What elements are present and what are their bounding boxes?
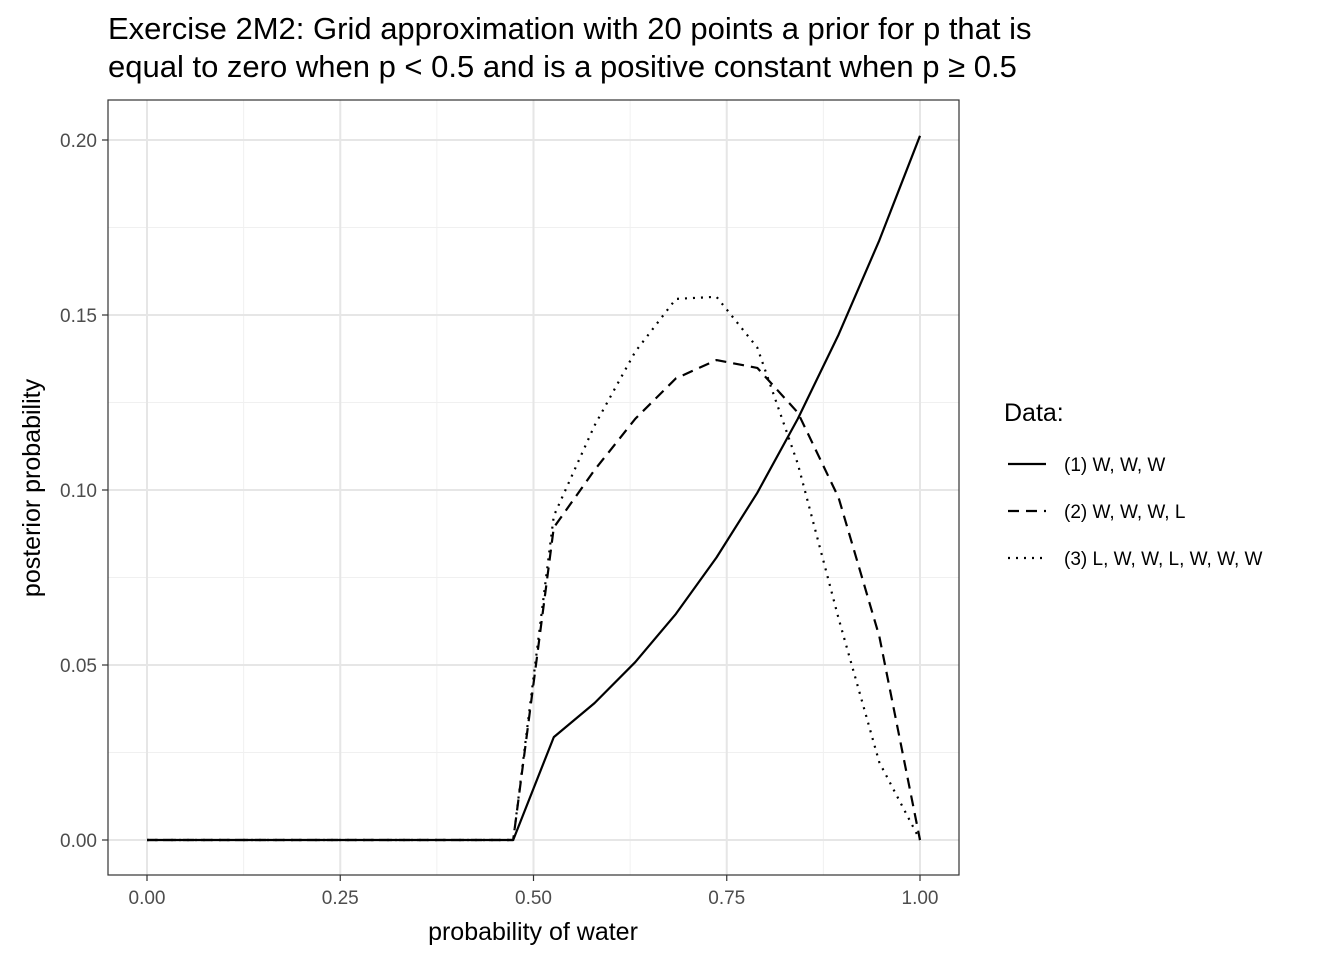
y-axis: 0.00 0.05 0.10 0.15 0.20: [60, 131, 108, 852]
x-axis-title: probability of water: [428, 918, 638, 946]
y-tick-label: 0.15: [60, 306, 97, 327]
legend: Data: (1) W, W, W (2) W, W, W, L (3) L, W,…: [1004, 399, 1263, 570]
x-tick-label: 0.00: [129, 888, 166, 909]
legend-label-1: (1) W, W, W: [1064, 455, 1165, 476]
grid-major: [108, 100, 959, 875]
legend-label-3: (3) L, W, W, L, W, W, W: [1064, 549, 1263, 570]
chart-title-line-2: equal to zero when p < 0.5 and is a posi…: [108, 49, 1017, 84]
x-tick-label: 0.75: [708, 888, 745, 909]
x-tick-label: 0.50: [515, 888, 552, 909]
chart-title: Exercise 2M2: Grid approximation with 20…: [108, 10, 1032, 86]
chart-title-line-1: Exercise 2M2: Grid approximation with 20…: [108, 11, 1032, 46]
legend-title: Data:: [1004, 399, 1064, 427]
x-axis: 0.00 0.25 0.50 0.75 1.00: [129, 875, 939, 909]
x-tick-label: 0.25: [322, 888, 359, 909]
series-line-3: [147, 295, 921, 842]
y-tick-label: 0.05: [60, 656, 97, 677]
series-lines: [147, 135, 922, 842]
y-tick-label: 0.20: [60, 131, 97, 152]
y-axis-title: posterior probability: [18, 378, 46, 597]
x-tick-label: 1.00: [902, 888, 939, 909]
legend-label-2: (2) W, W, W, L: [1064, 502, 1185, 523]
y-tick-label: 0.00: [60, 831, 97, 852]
y-tick-label: 0.10: [60, 481, 97, 502]
